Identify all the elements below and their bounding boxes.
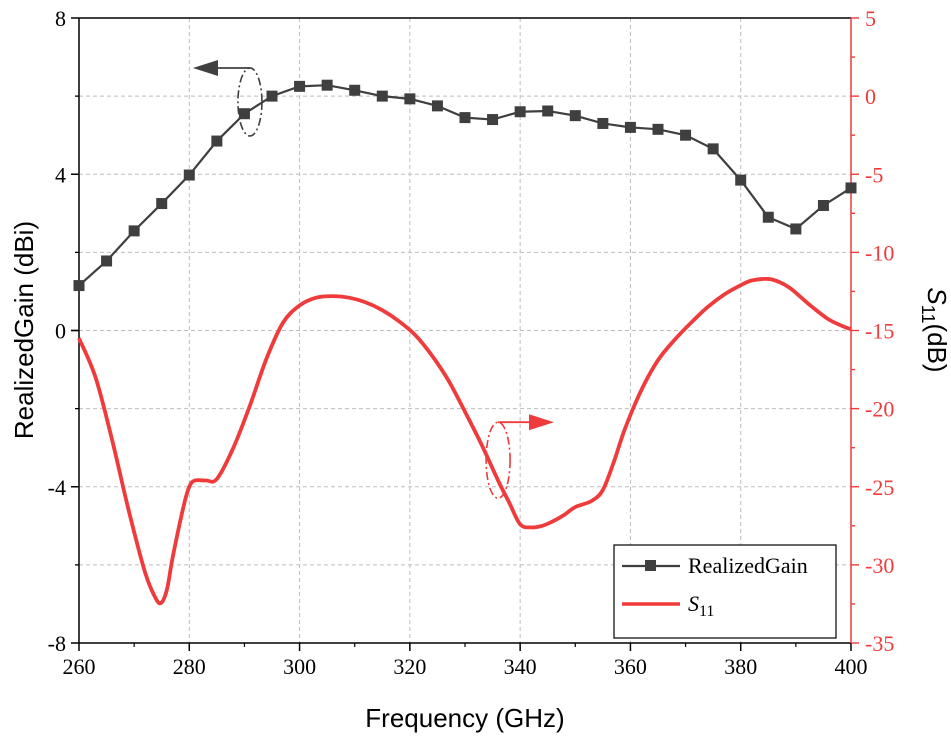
- s11-annotation-ellipse: [485, 421, 511, 499]
- gain-marker: [101, 255, 113, 267]
- tick-marks: [71, 17, 859, 651]
- x-tick-label: 260: [63, 654, 96, 679]
- gain-marker: [321, 79, 333, 91]
- left-y-tick-labels: -8 -4 0 4 8: [48, 6, 66, 656]
- gain-marker: [542, 105, 554, 117]
- annotations: [193, 59, 554, 499]
- gain-marker: [817, 200, 829, 211]
- x-tick-label: 360: [614, 654, 647, 679]
- right-y-tick-label: -10: [865, 240, 894, 265]
- right-y-tick-label: -15: [865, 319, 894, 344]
- s11-series: [77, 276, 852, 606]
- gain-marker: [790, 223, 802, 235]
- gain-marker: [238, 108, 250, 120]
- gain-marker: [404, 93, 416, 105]
- x-tick-label: 300: [283, 654, 316, 679]
- right-y-axis-title-main: S: [922, 287, 951, 305]
- x-tick-label: 340: [504, 654, 537, 679]
- x-tick-labels: 260 280 300 320 340 360 380 400: [63, 654, 868, 679]
- gain-annotation-ellipse: [237, 67, 263, 137]
- right-y-tick-label: 0: [865, 84, 876, 109]
- left-y-tick-label: -4: [48, 475, 66, 500]
- x-tick-label: 380: [724, 654, 757, 679]
- left-y-tick-label: -8: [48, 631, 66, 656]
- gain-marker: [183, 169, 195, 181]
- gain-marker: [680, 129, 692, 141]
- right-y-tick-label: 5: [865, 6, 876, 31]
- gain-marker: [294, 80, 306, 92]
- right-y-axis-title: S11(dB): [918, 287, 951, 372]
- x-tick-label: 400: [835, 654, 868, 679]
- s11-line: [77, 276, 852, 606]
- right-y-tick-labels: -35 -30 -25 -20 -15 -10 -5 0 5: [865, 6, 894, 656]
- gain-marker: [128, 225, 140, 237]
- gain-marker: [211, 135, 223, 147]
- x-axis-title: Frequency (GHz): [365, 703, 564, 733]
- gain-marker: [514, 106, 526, 118]
- gain-marker: [735, 174, 747, 186]
- left-y-tick-label: 0: [55, 319, 66, 344]
- legend-s11-main: S: [688, 591, 699, 616]
- x-tick-label: 280: [173, 654, 206, 679]
- gain-marker: [431, 100, 443, 112]
- gain-series: [73, 79, 857, 292]
- left-y-axis-title: RealizedGain (dBi): [9, 221, 39, 439]
- gain-marker: [624, 121, 636, 133]
- gain-marker: [376, 90, 388, 102]
- right-arrow-icon: [529, 414, 554, 431]
- legend-gain-marker: [645, 560, 656, 571]
- legend-s11-label: S11: [688, 591, 714, 620]
- legend: RealizedGain S11: [613, 544, 837, 639]
- left-y-tick-label: 8: [55, 6, 66, 31]
- right-y-tick-label: -30: [865, 553, 894, 578]
- legend-s11-sub: 11: [699, 603, 714, 620]
- right-y-tick-label: -35: [865, 631, 894, 656]
- right-y-tick-label: -5: [865, 162, 883, 187]
- gain-marker: [266, 90, 278, 102]
- grid-lines: [79, 18, 851, 643]
- gain-marker: [569, 110, 581, 122]
- gain-marker: [652, 123, 664, 135]
- legend-gain-label: RealizedGain: [688, 553, 808, 578]
- right-y-tick-label: -20: [865, 397, 894, 422]
- gain-marker: [73, 280, 85, 292]
- left-y-tick-label: 4: [55, 162, 66, 187]
- left-arrow-icon: [193, 59, 218, 76]
- gain-marker: [459, 112, 471, 124]
- gain-marker: [487, 114, 499, 126]
- right-y-axis-title-tail: (dB): [922, 323, 951, 372]
- gain-marker: [707, 143, 719, 155]
- gain-marker: [349, 84, 361, 96]
- x-tick-label: 320: [393, 654, 426, 679]
- right-y-tick-label: -25: [865, 475, 894, 500]
- right-y-axis-title-sub: 11: [918, 305, 938, 324]
- gain-marker: [762, 211, 774, 223]
- gain-marker: [845, 182, 857, 194]
- gain-marker: [156, 198, 168, 210]
- gain-marker: [597, 117, 609, 129]
